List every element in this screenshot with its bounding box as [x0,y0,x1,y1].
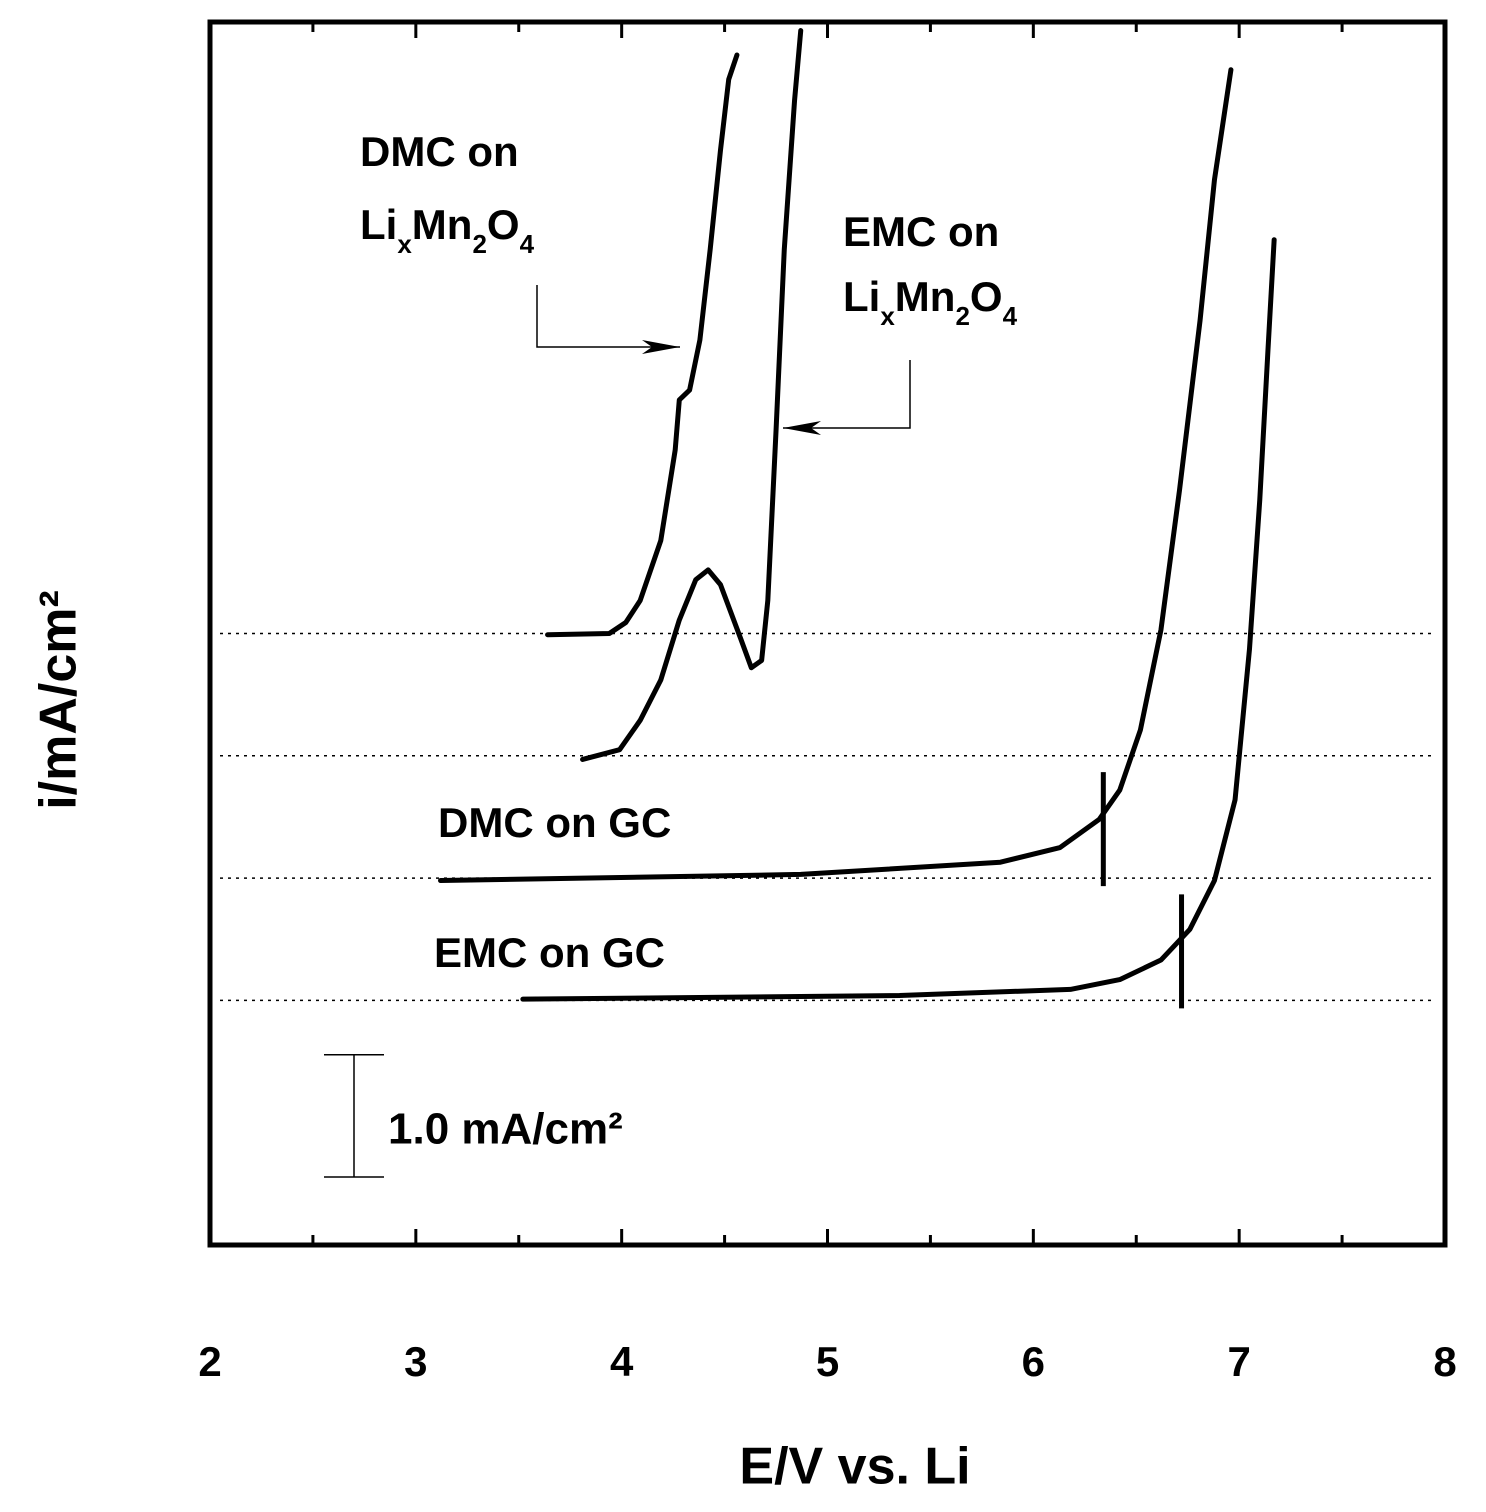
line-series [438,67,1234,884]
arrowhead [642,340,680,354]
arrowhead [783,421,821,435]
x-tick-label: 4 [610,1338,634,1385]
series-label-formula: LixMn2O4 [360,201,535,259]
series-label: EMC on GC [434,929,665,976]
x-tick-label: 8 [1433,1338,1456,1385]
y-axis-title: i/mA/cm² [30,590,88,810]
formula-part: Li [360,201,397,248]
arrow [536,285,680,348]
x-tick-label: 2 [198,1338,221,1385]
subscript: 4 [1003,301,1018,331]
subscript: x [397,229,412,259]
line-series [520,237,1277,1002]
subscript: x [880,301,895,331]
formula-part: Mn [412,201,473,248]
line-series [545,52,740,638]
x-tick-label: 6 [1022,1338,1045,1385]
formula-part: O [487,201,520,248]
scale-bar-label: 1.0 mA/cm² [388,1105,623,1154]
series-label: EMC on [843,208,999,255]
series-label: DMC on GC [438,799,671,846]
scale-bar [324,1053,384,1178]
formula-part: O [970,273,1003,320]
x-tick-label: 5 [816,1338,839,1385]
formula-part: Li [843,273,880,320]
series-label-formula: LixMn2O4 [843,273,1018,331]
arrow [783,360,911,429]
subscript: 4 [520,229,535,259]
x-tick-label: 7 [1227,1338,1250,1385]
formula-part: Mn [895,273,956,320]
subscript: 2 [955,301,969,331]
line-series [580,28,804,762]
x-tick-label: 3 [404,1338,427,1385]
x-axis-title: E/V vs. Li [739,1438,970,1496]
subscript: 2 [472,229,486,259]
series-label: DMC on [360,128,519,175]
